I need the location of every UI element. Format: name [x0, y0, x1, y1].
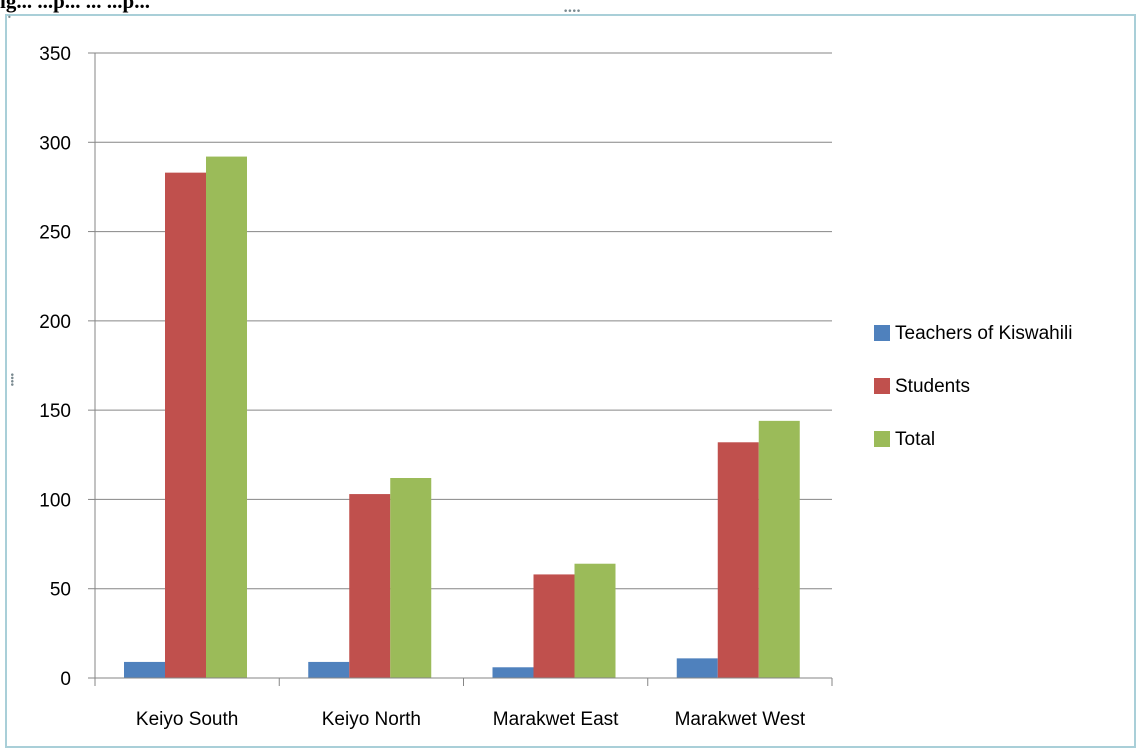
bar-total-keiyo-south — [206, 156, 247, 679]
y-tick-label: 0 — [60, 669, 71, 690]
resize-handle-left-icon[interactable]: •••• — [6, 372, 16, 386]
legend-label: Teachers of Kiswahili — [895, 323, 1072, 344]
x-tick-label: Keiyo North — [322, 709, 421, 730]
legend-swatch — [874, 378, 890, 394]
y-tick-label: 50 — [50, 580, 71, 601]
bar-total-marakwet-east — [574, 563, 616, 678]
bar-teachers-of-kiswahili-marakwet-east — [492, 667, 534, 678]
resize-handle-corner-icon[interactable]: • — [7, 13, 12, 22]
x-tick-label: Keiyo South — [136, 709, 238, 730]
bar-total-marakwet-west — [758, 420, 800, 678]
y-tick-label: 150 — [39, 401, 71, 422]
legend-swatch — [874, 431, 890, 447]
bar-students-keiyo-north — [349, 494, 391, 678]
bar-students-marakwet-west — [717, 442, 759, 678]
y-tick-label: 250 — [39, 223, 71, 244]
axes: 0 50 100 150 200 250 300 350 Keiyo South Keiyo No… — [39, 44, 833, 730]
y-tick-label: 200 — [39, 312, 71, 333]
resize-handle-top-icon[interactable]: •••• — [563, 7, 581, 17]
bar-total-keiyo-north — [390, 478, 432, 678]
y-tick-label: 100 — [39, 490, 71, 511]
bar-teachers-of-kiswahili-keiyo-north — [308, 661, 350, 678]
bar-students-keiyo-south — [165, 172, 206, 678]
legend-label: Students — [895, 376, 970, 397]
bar-students-marakwet-east — [533, 574, 575, 678]
bar-teachers-of-kiswahili-marakwet-west — [676, 658, 718, 678]
bar-teachers-of-kiswahili-keiyo-south — [124, 661, 165, 678]
legend-swatch — [874, 325, 890, 341]
bars — [124, 156, 800, 679]
x-tick-label: Marakwet West — [675, 709, 806, 730]
y-tick-label: 300 — [39, 133, 71, 154]
legend-label: Total — [895, 429, 935, 450]
cropped-heading: ig... ...p... ... ...p... — [0, 0, 150, 13]
legend: Teachers of Kiswahili Students Total — [874, 323, 1072, 450]
x-tick-label: Marakwet East — [493, 709, 619, 730]
y-tick-label: 350 — [39, 44, 71, 65]
